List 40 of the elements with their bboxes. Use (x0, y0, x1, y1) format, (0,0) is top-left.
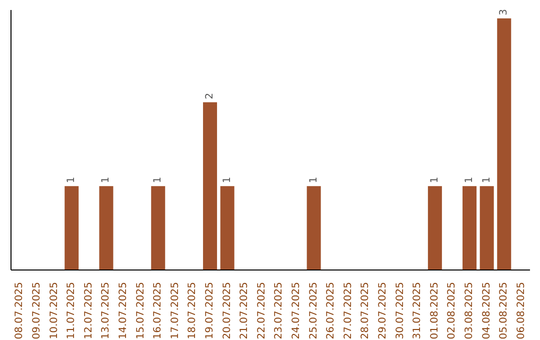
x-tick-label: 26.07.2025 (326, 282, 337, 340)
data-label: 1 (66, 176, 78, 184)
x-tick-label: 01.08.2025 (429, 282, 440, 340)
data-label: 1 (222, 176, 233, 184)
x-tick-label: 08.07.2025 (14, 282, 26, 340)
x-tick-label: 18.07.2025 (187, 282, 198, 340)
x-tick-label: 16.07.2025 (152, 282, 164, 340)
data-label: 1 (308, 176, 320, 184)
x-tick-label: 11.07.2025 (66, 282, 78, 340)
x-tick-label: 17.07.2025 (170, 282, 181, 340)
x-tick-label: 05.08.2025 (498, 282, 510, 340)
data-label: 1 (100, 176, 112, 184)
x-tick-label: 31.07.2025 (412, 282, 424, 340)
x-tick-label: 27.07.2025 (342, 282, 354, 340)
x-tick-label: 09.07.2025 (31, 282, 42, 340)
x-tick-label: 29.07.2025 (377, 282, 388, 340)
x-tick-label: 03.08.2025 (464, 282, 475, 340)
x-tick-label: 21.07.2025 (239, 282, 250, 340)
x-tick-label: 25.07.2025 (308, 282, 320, 340)
x-tick-label: 23.07.2025 (274, 282, 285, 340)
x-tick-label: 30.07.2025 (394, 282, 406, 340)
data-label: 3 (498, 9, 510, 16)
data-label: 1 (429, 176, 440, 184)
x-tick-label: 10.07.2025 (48, 282, 60, 340)
x-tick-label: 04.08.2025 (481, 282, 492, 340)
x-tick-label: 20.07.2025 (222, 282, 233, 340)
data-label: 1 (464, 176, 476, 184)
x-tick-label: 28.07.2025 (360, 282, 372, 340)
data-label: 1 (481, 176, 492, 184)
data-label: 1 (152, 176, 164, 184)
x-tick-label: 24.07.2025 (290, 282, 302, 340)
x-tick-label: 19.07.2025 (204, 282, 216, 340)
x-tick-label: 06.08.2025 (516, 282, 527, 340)
x-tick-label: 13.07.2025 (100, 282, 112, 340)
x-tick-label: 02.08.2025 (446, 282, 458, 340)
data-label: 2 (204, 92, 216, 100)
x-tick-label: 15.07.2025 (135, 282, 146, 340)
x-tick-label: 22.07.2025 (256, 282, 268, 340)
x-tick-label: 12.07.2025 (83, 282, 94, 340)
x-tick-label: 14.07.2025 (118, 282, 129, 340)
